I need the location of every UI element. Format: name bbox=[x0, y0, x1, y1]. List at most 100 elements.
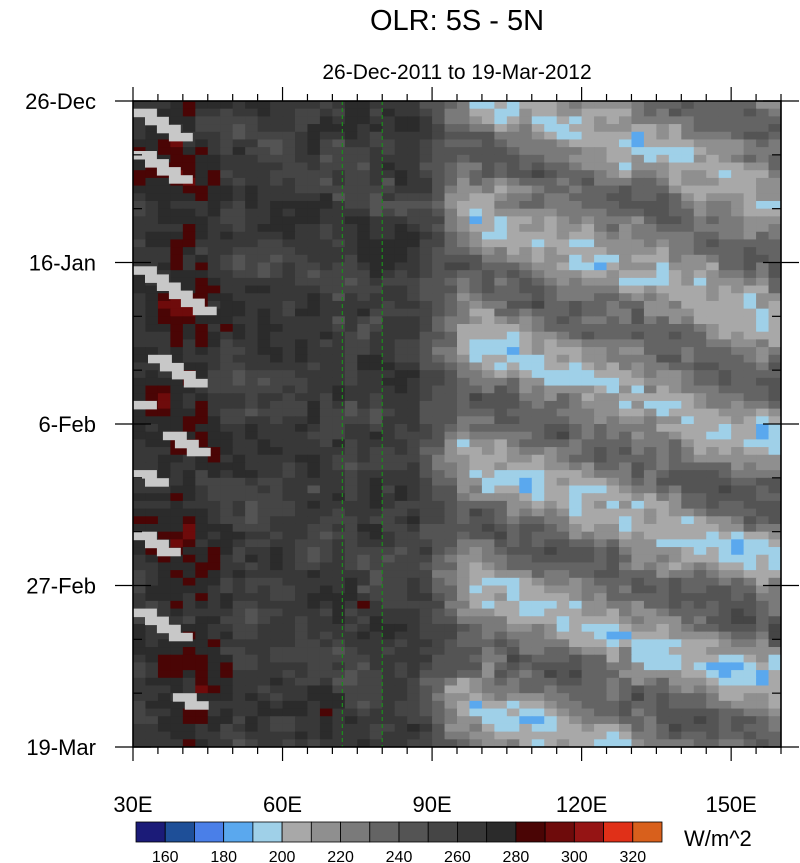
heatmap-cell bbox=[643, 516, 657, 525]
heatmap-cell bbox=[407, 224, 421, 233]
heatmap-cell bbox=[681, 493, 695, 502]
heatmap-cell bbox=[157, 185, 171, 194]
heatmap-cell bbox=[731, 647, 745, 656]
heatmap-cell bbox=[257, 716, 271, 725]
heatmap-cell bbox=[282, 216, 296, 225]
heatmap-cell bbox=[656, 608, 670, 617]
heatmap-cell bbox=[531, 124, 545, 133]
heatmap-cell bbox=[444, 570, 458, 579]
heatmap-cell bbox=[469, 254, 483, 264]
heatmap-cell bbox=[756, 431, 770, 440]
heatmap-cell bbox=[706, 124, 720, 133]
heatmap-cell bbox=[481, 647, 495, 656]
heatmap-cell bbox=[382, 547, 396, 556]
heatmap-cell bbox=[419, 270, 433, 279]
heatmap-cell bbox=[668, 185, 682, 194]
heatmap-cell bbox=[195, 254, 209, 264]
heatmap-cell bbox=[295, 693, 309, 702]
colorbar-unit-label: W/m^2 bbox=[684, 826, 752, 851]
heatmap-cell bbox=[481, 454, 495, 464]
heatmap-cell bbox=[494, 224, 508, 233]
heatmap-cell bbox=[581, 670, 595, 679]
colorbar-swatch bbox=[194, 821, 225, 843]
missing-data-cell bbox=[145, 616, 169, 626]
heatmap-cell bbox=[295, 531, 309, 540]
heatmap-cell bbox=[432, 693, 446, 702]
heatmap-cell bbox=[556, 208, 570, 217]
heatmap-cell bbox=[494, 208, 508, 217]
heatmap-cell bbox=[257, 270, 271, 279]
heatmap-cell bbox=[619, 308, 633, 317]
heatmap-cell bbox=[157, 424, 171, 433]
heatmap-cell bbox=[432, 516, 446, 525]
heatmap-cell bbox=[195, 154, 209, 164]
heatmap-cell bbox=[232, 408, 246, 417]
heatmap-cell bbox=[469, 139, 483, 148]
heatmap-cell bbox=[556, 570, 570, 579]
heatmap-cell bbox=[457, 439, 471, 448]
heatmap-cell bbox=[195, 685, 209, 694]
heatmap-cell bbox=[494, 177, 508, 187]
heatmap-cell bbox=[619, 231, 633, 241]
heatmap-cell bbox=[743, 400, 757, 410]
heatmap-cell bbox=[718, 124, 732, 133]
heatmap-cell bbox=[419, 339, 433, 348]
heatmap-cell bbox=[282, 424, 296, 433]
heatmap-cell bbox=[432, 147, 446, 156]
heatmap-cell bbox=[382, 424, 396, 433]
heatmap-cell bbox=[170, 531, 184, 540]
heatmap-cell bbox=[307, 585, 321, 594]
heatmap-cell bbox=[656, 677, 670, 687]
heatmap-cell bbox=[182, 554, 196, 564]
heatmap-cell bbox=[232, 247, 246, 256]
heatmap-cell bbox=[581, 439, 595, 448]
heatmap-cell bbox=[606, 300, 620, 310]
heatmap-cell bbox=[432, 631, 446, 640]
heatmap-cell bbox=[756, 685, 770, 694]
heatmap-cell bbox=[481, 324, 495, 333]
heatmap-cell bbox=[257, 454, 271, 464]
heatmap-cell bbox=[519, 523, 533, 533]
heatmap-cell bbox=[569, 231, 583, 241]
heatmap-cell bbox=[469, 731, 483, 740]
heatmap-cell bbox=[556, 516, 570, 525]
heatmap-cell bbox=[270, 293, 284, 302]
heatmap-cell bbox=[332, 131, 346, 141]
heatmap-cell bbox=[681, 424, 695, 433]
heatmap-cell bbox=[419, 647, 433, 656]
heatmap-cell bbox=[319, 270, 333, 279]
heatmap-cell bbox=[232, 193, 246, 202]
heatmap-cell bbox=[307, 685, 321, 694]
heatmap-cell bbox=[643, 654, 657, 663]
heatmap-cell bbox=[457, 347, 471, 356]
heatmap-cell bbox=[245, 708, 259, 717]
heatmap-cell bbox=[469, 693, 483, 702]
heatmap-cell bbox=[556, 593, 570, 602]
heatmap-cell bbox=[731, 108, 745, 117]
heatmap-cell bbox=[718, 193, 732, 202]
heatmap-cell bbox=[207, 470, 221, 479]
heatmap-cell bbox=[207, 131, 221, 141]
heatmap-cell bbox=[519, 700, 533, 710]
heatmap-cell bbox=[619, 508, 633, 517]
heatmap-cell bbox=[531, 262, 545, 271]
heatmap-cell bbox=[245, 677, 259, 687]
heatmap-cell bbox=[444, 208, 458, 217]
heatmap-cell bbox=[519, 731, 533, 740]
heatmap-cell bbox=[282, 639, 296, 648]
heatmap-cell bbox=[469, 377, 483, 387]
heatmap-cell bbox=[382, 170, 396, 179]
heatmap-cell bbox=[706, 623, 720, 633]
heatmap-cell bbox=[369, 270, 383, 279]
heatmap-cell bbox=[245, 616, 259, 625]
heatmap-cell bbox=[519, 562, 533, 571]
heatmap-cell bbox=[344, 224, 358, 233]
heatmap-cell bbox=[295, 570, 309, 579]
heatmap-cell bbox=[182, 139, 196, 148]
heatmap-cell bbox=[344, 200, 358, 210]
heatmap-cell bbox=[693, 739, 707, 747]
heatmap-cell bbox=[581, 554, 595, 564]
heatmap-cell bbox=[756, 570, 770, 579]
heatmap-cell bbox=[307, 631, 321, 640]
heatmap-cell bbox=[531, 731, 545, 740]
